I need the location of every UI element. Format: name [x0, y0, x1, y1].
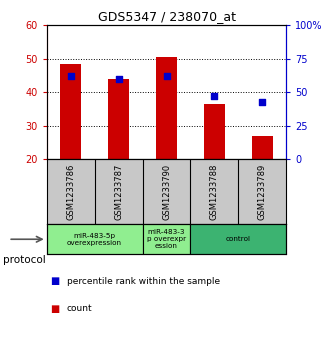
Text: GSM1233787: GSM1233787	[114, 164, 123, 220]
Text: ■: ■	[50, 303, 59, 314]
Bar	[252, 136, 273, 159]
Bar	[47, 224, 143, 254]
Point	[68, 73, 73, 79]
Text: percentile rank within the sample: percentile rank within the sample	[67, 277, 220, 286]
Bar	[143, 224, 190, 254]
Point	[260, 99, 265, 105]
Text: GSM1233788: GSM1233788	[210, 164, 219, 220]
Text: ■: ■	[50, 276, 59, 286]
Text: GSM1233790: GSM1233790	[162, 164, 171, 220]
Point	[164, 73, 169, 79]
Text: GSM1233786: GSM1233786	[66, 164, 75, 220]
Point	[212, 93, 217, 99]
Bar	[204, 104, 225, 159]
Text: GSM1233789: GSM1233789	[258, 164, 267, 220]
Title: GDS5347 / 238070_at: GDS5347 / 238070_at	[98, 10, 235, 23]
Bar	[60, 64, 81, 159]
Text: miR-483-3
p overexpr
ession: miR-483-3 p overexpr ession	[147, 229, 186, 249]
Bar	[190, 224, 286, 254]
Text: count: count	[67, 304, 92, 313]
Bar	[108, 79, 129, 159]
Text: miR-483-5p
overexpression: miR-483-5p overexpression	[67, 233, 122, 246]
Point	[116, 76, 121, 82]
Bar	[156, 57, 177, 159]
Text: control: control	[226, 236, 251, 242]
Text: protocol: protocol	[3, 254, 46, 265]
